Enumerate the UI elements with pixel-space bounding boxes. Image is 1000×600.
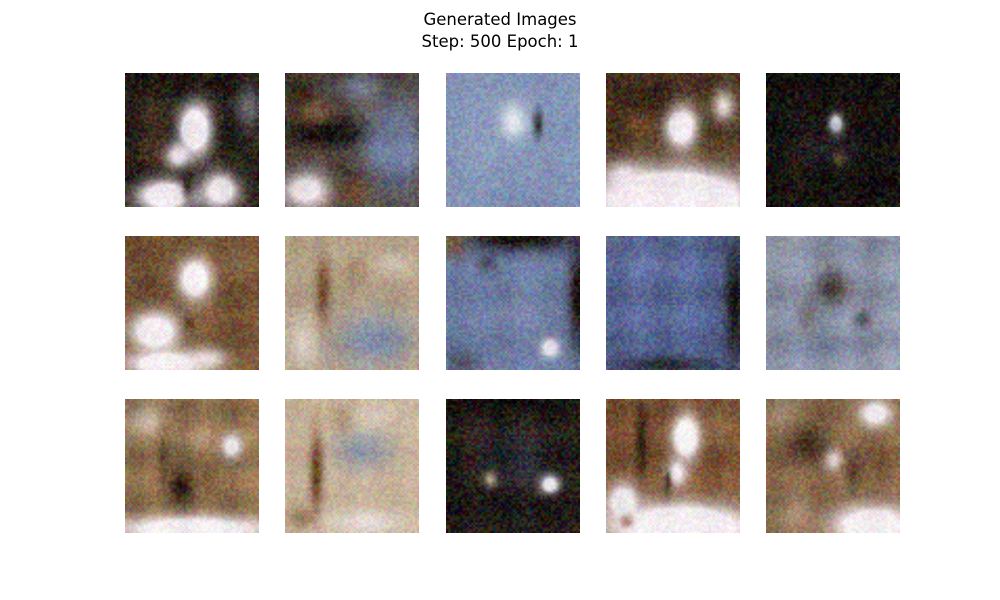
- generated-image-2: [285, 73, 419, 207]
- figure-title-block: Generated Images Step: 500 Epoch: 1: [0, 9, 1000, 53]
- figure-title: Generated Images: [423, 10, 577, 29]
- generated-image-7: [285, 236, 419, 370]
- generated-image-1: [125, 73, 259, 207]
- generated-image-14: [606, 399, 740, 533]
- generated-image-4: [606, 73, 740, 207]
- step-value: 500: [469, 32, 502, 51]
- step-label: Step:: [421, 32, 465, 51]
- generated-image-8: [446, 236, 580, 370]
- epoch-label: Epoch:: [506, 32, 563, 51]
- generated-image-9: [606, 236, 740, 370]
- generated-image-11: [125, 399, 259, 533]
- generated-image-3: [446, 73, 580, 207]
- generated-image-5: [766, 73, 900, 207]
- generated-image-6: [125, 236, 259, 370]
- figure-subtitle: Step: 500 Epoch: 1: [0, 31, 1000, 53]
- generated-image-10: [766, 236, 900, 370]
- generated-image-13: [446, 399, 580, 533]
- epoch-value: 1: [567, 32, 579, 51]
- generated-image-12: [285, 399, 419, 533]
- generated-image-15: [766, 399, 900, 533]
